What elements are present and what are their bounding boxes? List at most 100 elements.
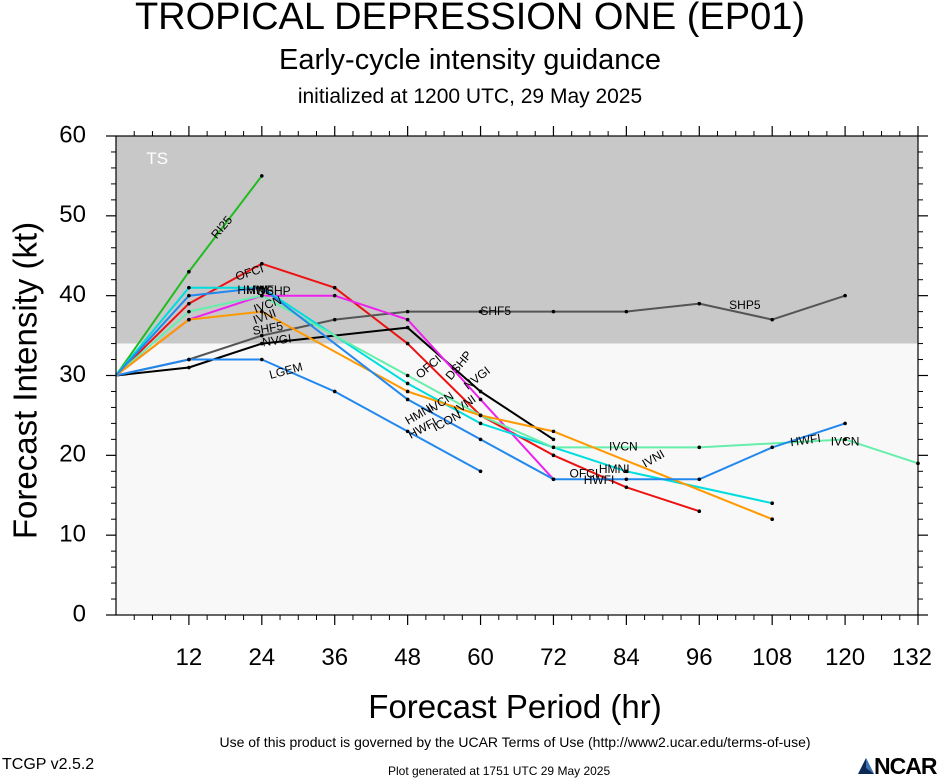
data-point-hwfi	[551, 477, 556, 482]
chart-subtitle: Early-cycle intensity guidance	[278, 44, 661, 76]
data-point-ivcn	[697, 445, 702, 450]
band-lower	[116, 343, 918, 615]
data-point-ofci	[187, 301, 191, 306]
x-tick-label: 84	[613, 644, 640, 671]
y-tick-label: 50	[59, 201, 86, 228]
data-point-hmni	[478, 421, 483, 426]
data-point-dshp	[478, 397, 483, 402]
y-axis-label: Forecast Intensity (kt)	[7, 222, 44, 539]
series-label-hwfi: HWFI	[246, 283, 277, 297]
series-label-ivcn: IVCN	[831, 435, 860, 449]
data-point-ofci	[697, 509, 702, 514]
data-point-shf5	[697, 301, 702, 306]
generated-timestamp: Plot generated at 1751 UTC 29 May 2025	[388, 764, 611, 778]
intensity-bands: TS	[116, 136, 918, 615]
band-ts	[116, 136, 918, 344]
data-point-ivcn	[551, 445, 556, 450]
data-point-ivni	[405, 389, 410, 394]
series-points	[187, 174, 920, 521]
data-point-shf5	[332, 317, 337, 322]
ncar-logo-text: NCAR	[874, 753, 937, 779]
data-point-dshp	[405, 317, 410, 322]
data-point-ivni	[260, 309, 264, 314]
axes: 0 10 20 30 40 50 60 12 24 36 48 60 72 84 96 108 120 132 Fo…	[7, 121, 932, 725]
series-label-hmni: HMNI	[599, 462, 630, 476]
data-point-ofci	[260, 261, 264, 266]
data-point-lgem	[405, 429, 410, 434]
y-tick-label: 20	[59, 441, 86, 468]
data-point-ofci	[624, 485, 629, 490]
band-label-ts: TS	[146, 149, 168, 168]
y-tick-label: 30	[59, 361, 86, 388]
data-point-hwfi	[187, 293, 191, 298]
data-point-lgem	[332, 389, 337, 394]
series-label-hwfi: HWFI	[584, 473, 615, 487]
data-point-hmni	[624, 469, 629, 474]
data-point-lgem	[478, 469, 483, 474]
y-tick-label: 0	[73, 600, 86, 627]
data-point-shf5	[843, 293, 847, 298]
data-point-ri25	[187, 269, 191, 274]
data-point-shf5	[551, 309, 556, 314]
series-line-lgem	[115, 358, 481, 473]
x-axis-label: Forecast Period (hr)	[368, 688, 661, 725]
x-tick-label: 108	[752, 644, 792, 671]
ncar-logo-icon	[858, 758, 874, 774]
data-point-ivni	[187, 317, 191, 322]
data-point-lgem	[260, 357, 264, 362]
data-point-hmni	[187, 285, 191, 290]
x-tick-label: 36	[321, 644, 348, 671]
data-point-ofci	[551, 453, 556, 458]
data-point-lgem	[187, 357, 191, 362]
data-point-nvgi	[478, 389, 483, 394]
x-tick-label: 48	[394, 644, 421, 671]
series-label-shp5: SHP5	[729, 298, 761, 312]
data-point-nvgi	[260, 341, 264, 346]
data-point-shf5	[478, 309, 483, 314]
data-point-hwfi	[260, 285, 264, 290]
data-point-ofci	[405, 341, 410, 346]
series-label-shf5: SHF5	[251, 319, 284, 338]
x-tick-label: 72	[540, 644, 567, 671]
x-tick-label: 96	[686, 644, 713, 671]
chart-title: TROPICAL DEPRESSION ONE (EP01)	[134, 0, 806, 38]
data-point-hwfi	[405, 397, 410, 402]
series-label-dshp: DSHP	[257, 284, 290, 298]
data-point-shf5	[770, 317, 774, 322]
y-tick-label: 10	[59, 521, 86, 548]
data-point-hwfi	[478, 437, 483, 442]
version-label: TCGP v2.5.2	[2, 756, 95, 773]
series-label-ofci: OFCI	[569, 467, 598, 481]
data-point-nvgi	[405, 325, 410, 330]
data-point-ofci	[332, 285, 337, 290]
data-point-ivcn	[843, 437, 847, 442]
series-label-hwfi: HWFI	[789, 431, 821, 449]
x-tick-label: 24	[248, 644, 275, 671]
initialization-time: initialized at 1200 UTC, 29 May 2025	[297, 85, 643, 108]
series-label-hmni: HMNI	[237, 283, 268, 297]
terms-of-use-note: Use of this product is governed by the U…	[219, 734, 811, 750]
data-point-shf5	[624, 309, 629, 314]
data-point-shf5	[405, 309, 410, 314]
x-tick-label: 60	[467, 644, 494, 671]
data-point-ivcn	[187, 309, 191, 314]
series-label-ivcn: IVCN	[609, 440, 638, 454]
data-point-dshp	[332, 293, 337, 298]
data-point-ivcn	[260, 293, 264, 298]
x-tick-label: 132	[892, 644, 932, 671]
y-tick-label: 40	[59, 281, 86, 308]
series-line-hwfi	[115, 286, 846, 481]
data-point-shf5	[260, 333, 264, 338]
data-point-hwfi	[697, 477, 702, 482]
data-point-ivni	[478, 413, 483, 418]
data-point-hwfi	[770, 445, 774, 450]
data-point-ivni	[770, 517, 774, 521]
series-label-nvgi: NVGI	[261, 331, 292, 349]
series-label-shf5: SHF5	[480, 304, 511, 318]
data-point-ivcn	[405, 373, 410, 378]
x-tick-label: 120	[825, 644, 865, 671]
data-point-ri25	[260, 174, 264, 178]
data-point-hwfi	[624, 477, 629, 482]
x-tick-label: 12	[176, 644, 203, 671]
